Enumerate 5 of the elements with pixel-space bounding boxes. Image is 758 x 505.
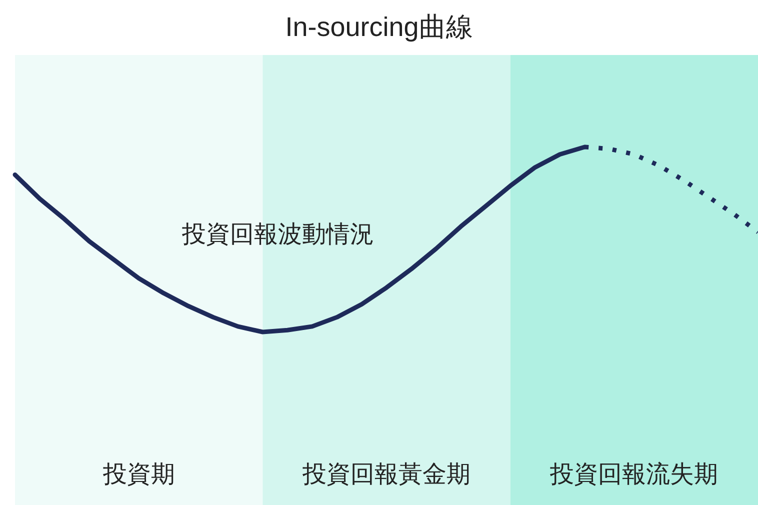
chart-title: In-sourcing曲線 [285, 12, 473, 42]
text: 投資回報流失期 [549, 461, 718, 488]
text: 投資回報黃金期 [302, 461, 470, 488]
annotation: 投資回報波動情況 [181, 221, 374, 248]
text: 投資期 [102, 461, 175, 488]
